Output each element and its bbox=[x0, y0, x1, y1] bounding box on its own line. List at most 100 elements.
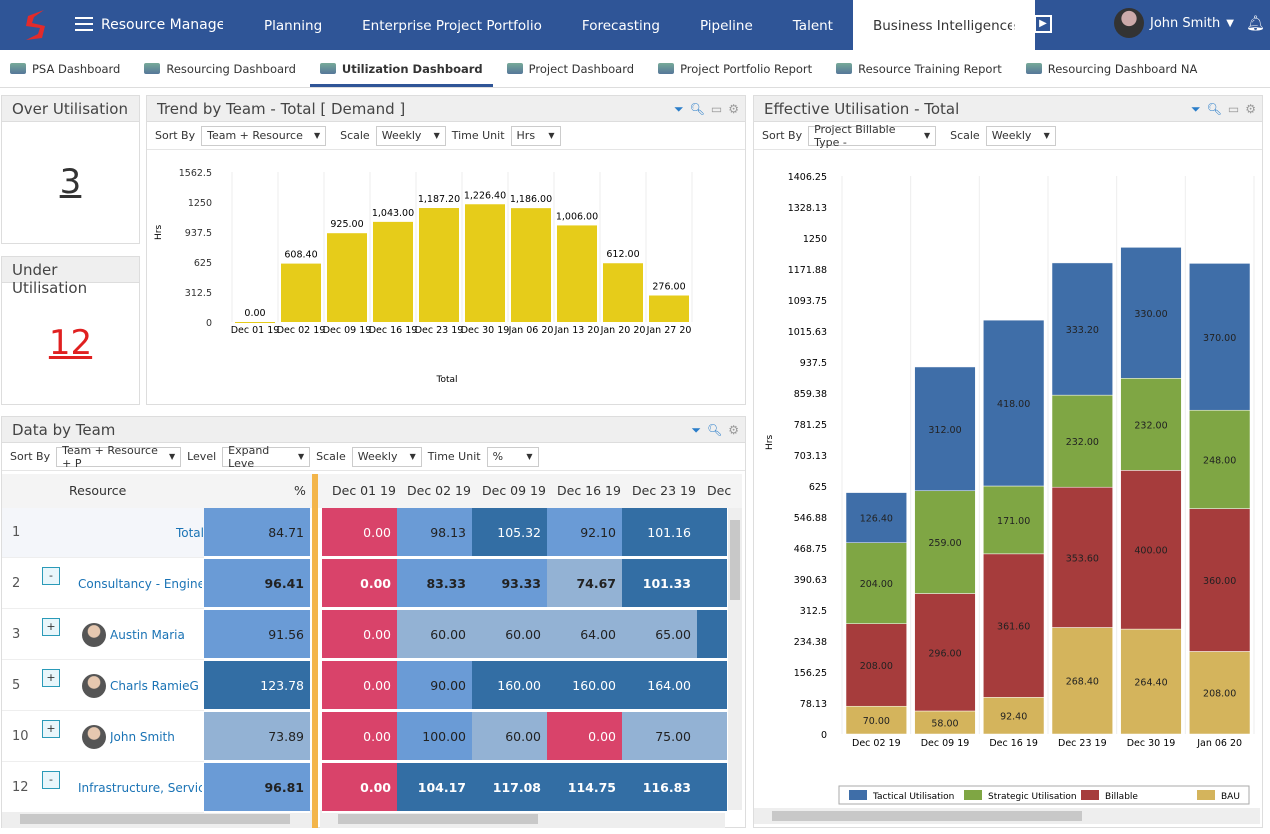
value-cell[interactable]: 75.00 bbox=[622, 712, 697, 762]
filter-icon[interactable]: ⏷ bbox=[1191, 102, 1201, 116]
resource-name[interactable]: Total bbox=[175, 526, 204, 540]
hamburger-menu-icon[interactable] bbox=[75, 17, 93, 31]
col-date[interactable]: Dec 30 bbox=[707, 483, 732, 532]
stack-segment[interactable] bbox=[1189, 409, 1251, 509]
splitter[interactable] bbox=[312, 474, 318, 828]
settings-icon[interactable]: ⚙ bbox=[1245, 102, 1256, 116]
scroll-right-icon[interactable]: ▶ bbox=[1034, 15, 1052, 33]
settings-icon[interactable]: ⚙ bbox=[728, 423, 739, 437]
stack-segment[interactable] bbox=[914, 593, 976, 712]
col-percent[interactable]: % bbox=[294, 483, 306, 498]
stack-segment[interactable] bbox=[1120, 470, 1182, 630]
value-cell[interactable]: 164.00 bbox=[622, 661, 697, 711]
value-cell[interactable]: 64.00 bbox=[547, 610, 622, 660]
subtab-resource-training-report[interactable]: Resource Training Report bbox=[836, 50, 1002, 87]
stack-segment[interactable] bbox=[983, 553, 1045, 698]
sort-select[interactable]: Project Billable Type - bbox=[808, 123, 937, 149]
search-icon[interactable]: 🔍︎ bbox=[689, 102, 705, 116]
value-cell[interactable]: 100.00 bbox=[397, 712, 472, 762]
stack-segment[interactable] bbox=[1120, 247, 1182, 379]
subtab-resourcing-dashboard-na[interactable]: Resourcing Dashboard NA bbox=[1025, 50, 1197, 87]
value-cell[interactable]: 60.00 bbox=[472, 712, 547, 762]
stack-segment[interactable] bbox=[1189, 508, 1251, 652]
stack-segment[interactable] bbox=[914, 366, 976, 492]
value-cell[interactable]: 65.00 bbox=[622, 610, 697, 660]
value-cell[interactable]: 0.00 bbox=[322, 559, 397, 609]
stack-segment[interactable] bbox=[1051, 262, 1113, 396]
value-cell[interactable]: 90.00 bbox=[397, 661, 472, 711]
bar[interactable] bbox=[327, 233, 367, 322]
resource-name[interactable]: Infrastructure, Service/ bbox=[78, 781, 202, 795]
settings-icon[interactable]: ⚙ bbox=[728, 102, 739, 116]
expand-toggle[interactable]: + bbox=[42, 618, 60, 636]
legend-label[interactable]: Strategic Utilisation bbox=[988, 792, 1077, 802]
resource-name[interactable]: Consultancy - Engineer bbox=[78, 577, 202, 591]
col-date[interactable]: Dec 23 19 bbox=[632, 483, 696, 498]
bar[interactable] bbox=[419, 208, 459, 322]
value-cell[interactable]: 60.00 bbox=[397, 610, 472, 660]
stack-segment[interactable] bbox=[983, 319, 1045, 487]
value-cell[interactable]: 160.00 bbox=[472, 661, 547, 711]
filter-icon[interactable]: ⏷ bbox=[691, 423, 701, 437]
value-cell[interactable]: 0.00 bbox=[322, 712, 397, 762]
scale-select[interactable]: Weekly bbox=[375, 125, 446, 146]
value-cell[interactable]: 105.32 bbox=[472, 508, 547, 558]
time-unit-select[interactable]: Hrs bbox=[510, 125, 561, 146]
legend-label[interactable]: Billable bbox=[1105, 792, 1138, 802]
sort-select[interactable]: Team + Resource + P bbox=[56, 444, 182, 470]
tab-enterprise-project-portfolio[interactable]: Enterprise Project Portfolio bbox=[362, 18, 542, 34]
subtab-psa-dashboard[interactable]: PSA Dashboard bbox=[10, 50, 120, 87]
value-cell[interactable]: 93.33 bbox=[472, 559, 547, 609]
stack-segment[interactable] bbox=[1120, 378, 1182, 471]
bar[interactable] bbox=[281, 263, 321, 322]
tab-forecasting[interactable]: Forecasting bbox=[581, 18, 660, 34]
bar[interactable] bbox=[235, 322, 275, 323]
bar[interactable] bbox=[649, 295, 689, 322]
stack-segment[interactable] bbox=[1189, 651, 1251, 735]
value-cell[interactable]: 0.00 bbox=[547, 712, 622, 762]
value-cell[interactable]: 0.00 bbox=[322, 610, 397, 660]
stack-segment[interactable] bbox=[914, 490, 976, 594]
left-horizontal-scrollbar[interactable] bbox=[2, 810, 312, 828]
value-cell[interactable]: 114.75 bbox=[547, 763, 622, 813]
legend-label[interactable]: BAU bbox=[1221, 792, 1240, 802]
value-cell[interactable]: 104.17 bbox=[397, 763, 472, 813]
vertical-scrollbar[interactable] bbox=[728, 508, 742, 810]
search-icon[interactable]: 🔍︎ bbox=[707, 423, 723, 437]
scale-select[interactable]: Weekly bbox=[351, 446, 422, 467]
value-cell[interactable]: 83.33 bbox=[397, 559, 472, 609]
stack-segment[interactable] bbox=[983, 485, 1045, 555]
filter-icon[interactable]: ⏷ bbox=[674, 102, 684, 116]
bar[interactable] bbox=[603, 263, 643, 322]
bell-icon[interactable]: 🔔︎ bbox=[1245, 14, 1266, 32]
value-cell[interactable]: 116.83 bbox=[622, 763, 697, 813]
value-cell[interactable]: 160.00 bbox=[547, 661, 622, 711]
under-utilisation-value[interactable]: 12 bbox=[48, 323, 93, 363]
time-unit-select[interactable]: % bbox=[486, 446, 539, 467]
expand-toggle[interactable]: + bbox=[42, 669, 60, 687]
value-cell[interactable]: 98.13 bbox=[397, 508, 472, 558]
expand-toggle[interactable]: + bbox=[42, 720, 60, 738]
tab-business-intelligence[interactable]: Business Intelligence bbox=[852, 0, 1036, 50]
scroll-left-icon[interactable]: ◀ bbox=[1012, 15, 1030, 33]
stack-segment[interactable] bbox=[1189, 263, 1251, 411]
bar[interactable] bbox=[557, 225, 597, 322]
expand-toggle[interactable]: - bbox=[42, 771, 60, 789]
expand-toggle[interactable]: - bbox=[42, 567, 60, 585]
col-date[interactable]: Dec 02 19 bbox=[407, 483, 471, 498]
value-cell[interactable]: 101.16 bbox=[622, 508, 697, 558]
stack-segment[interactable] bbox=[845, 492, 907, 543]
value-cell[interactable]: 0.00 bbox=[322, 763, 397, 813]
bar[interactable] bbox=[373, 221, 413, 322]
level-select[interactable]: Expand Leve bbox=[222, 444, 311, 470]
stack-segment[interactable] bbox=[983, 697, 1045, 735]
bar[interactable] bbox=[511, 208, 551, 322]
resource-name[interactable]: Charls RamieG bbox=[110, 679, 199, 693]
tab-pipeline[interactable]: Pipeline bbox=[699, 18, 753, 34]
user-menu[interactable]: John Smith ▼ 🔔︎ bbox=[1114, 8, 1265, 38]
scale-select[interactable]: Weekly bbox=[985, 125, 1056, 146]
window-icon[interactable]: ▭ bbox=[1227, 102, 1240, 116]
stack-segment[interactable] bbox=[1051, 486, 1113, 628]
value-cell[interactable]: 92.10 bbox=[547, 508, 622, 558]
value-cell[interactable]: 101.33 bbox=[622, 559, 697, 609]
